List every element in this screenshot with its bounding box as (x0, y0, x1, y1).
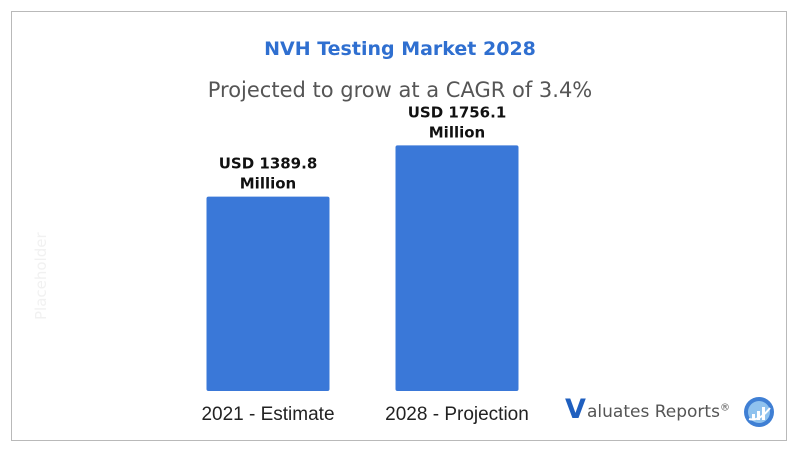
data-label-0-0: USD 1389.8 (219, 155, 318, 173)
category-label-0: 2021 - Estimate (201, 404, 334, 425)
data-label-1-0: USD 1756.1 (408, 103, 507, 121)
logo-text: aluates Reports® (587, 402, 730, 422)
logo-wordmark: aluates Reports (587, 402, 720, 422)
logo-registered-mark: ® (719, 402, 730, 414)
category-label-1: 2028 - Projection (385, 404, 529, 425)
data-label-1-1: Million (429, 123, 485, 141)
chart-title: NVH Testing Market 2028 (264, 38, 536, 60)
bar-0 (206, 196, 330, 391)
data-label-0-1: Million (240, 175, 296, 193)
bar-chart-circle-icon (744, 397, 774, 427)
bar-1 (395, 145, 519, 391)
valuates-reports-logo: V aluates Reports® (565, 394, 780, 430)
logo-letter: V (565, 394, 586, 425)
chart-subtitle: Projected to grow at a CAGR of 3.4% (207, 78, 593, 102)
